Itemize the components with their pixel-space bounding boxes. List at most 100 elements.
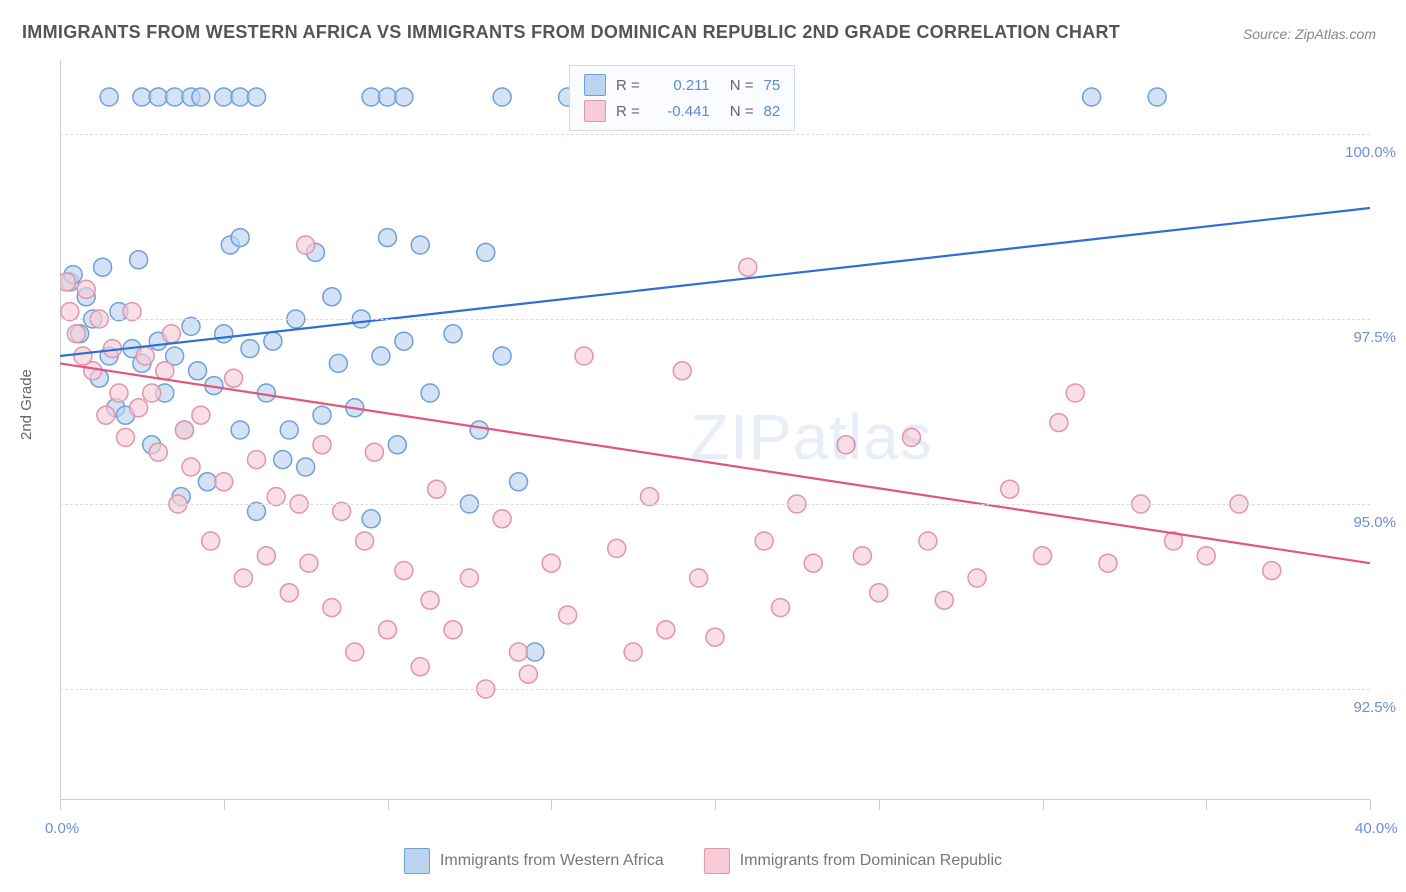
scatter-point: [1083, 88, 1101, 106]
scatter-point: [225, 369, 243, 387]
scatter-point: [117, 428, 135, 446]
y-axis-label: 2nd Grade: [18, 369, 35, 440]
scatter-point: [1148, 88, 1166, 106]
legend-n-label: N =: [730, 77, 754, 94]
scatter-point: [143, 384, 161, 402]
scatter-point: [470, 421, 488, 439]
x-tick: [224, 800, 225, 810]
scatter-point: [313, 406, 331, 424]
scatter-point: [280, 421, 298, 439]
y-tick-label: 97.5%: [1353, 329, 1396, 346]
scatter-point: [323, 599, 341, 617]
scatter-point: [130, 251, 148, 269]
legend-top-row: R =-0.441N =82: [584, 98, 780, 124]
scatter-point: [444, 621, 462, 639]
scatter-point: [100, 88, 118, 106]
scatter-point: [379, 621, 397, 639]
scatter-point: [853, 547, 871, 565]
x-tick: [1043, 800, 1044, 810]
scatter-point: [1066, 384, 1084, 402]
scatter-point: [329, 354, 347, 372]
x-tick: [388, 800, 389, 810]
scatter-point: [156, 362, 174, 380]
scatter-point: [1034, 547, 1052, 565]
scatter-point: [362, 88, 380, 106]
legend-top: R = 0.211 N = 75 R =-0.441N =82: [569, 65, 795, 131]
scatter-point: [136, 347, 154, 365]
scatter-point: [231, 229, 249, 247]
scatter-point: [1099, 554, 1117, 572]
scatter-point: [1263, 562, 1281, 580]
scatter-point: [1050, 414, 1068, 432]
legend-r-label: R =: [616, 77, 640, 94]
x-tick-label: 40.0%: [1355, 820, 1398, 837]
scatter-point: [166, 88, 184, 106]
scatter-point: [123, 303, 141, 321]
scatter-point: [935, 591, 953, 609]
scatter-point: [903, 428, 921, 446]
scatter-point: [149, 88, 167, 106]
legend-r-value: -0.441: [650, 103, 710, 120]
scatter-point: [182, 317, 200, 335]
scatter-point: [1197, 547, 1215, 565]
scatter-point: [248, 502, 266, 520]
x-tick: [879, 800, 880, 810]
scatter-point: [356, 532, 374, 550]
gridline-h: [60, 689, 1370, 690]
scatter-point: [755, 532, 773, 550]
scatter-point: [493, 88, 511, 106]
scatter-point: [1001, 480, 1019, 498]
scatter-point: [559, 606, 577, 624]
scatter-point: [444, 325, 462, 343]
scatter-point: [493, 510, 511, 528]
scatter-point: [297, 458, 315, 476]
scatter-point: [175, 421, 193, 439]
scatter-point: [189, 362, 207, 380]
scatter-point: [526, 643, 544, 661]
scatter-point: [192, 88, 210, 106]
scatter-point: [690, 569, 708, 587]
scatter-point: [248, 88, 266, 106]
scatter-point: [231, 421, 249, 439]
scatter-point: [608, 539, 626, 557]
scatter-point: [641, 488, 659, 506]
scatter-point: [274, 451, 292, 469]
scatter-point: [61, 303, 79, 321]
scatter-point: [519, 665, 537, 683]
legend-n-value: 82: [764, 103, 781, 120]
scatter-point: [300, 554, 318, 572]
scatter-point: [772, 599, 790, 617]
legend-swatch: [584, 74, 606, 96]
scatter-point: [198, 473, 216, 491]
scatter-point: [248, 451, 266, 469]
scatter-point: [267, 488, 285, 506]
scatter-point: [510, 643, 528, 661]
scatter-point: [264, 332, 282, 350]
scatter-point: [421, 384, 439, 402]
scatter-point: [804, 554, 822, 572]
legend-n-value: 75: [764, 77, 781, 94]
legend-r-value: 0.211: [650, 77, 710, 94]
x-tick-label: 0.0%: [45, 820, 79, 837]
source-label: Source: ZipAtlas.com: [1243, 26, 1376, 42]
scatter-point: [379, 88, 397, 106]
scatter-point: [130, 399, 148, 417]
scatter-point: [706, 628, 724, 646]
scatter-point: [411, 658, 429, 676]
x-tick: [60, 800, 61, 810]
scatter-point: [202, 532, 220, 550]
scatter-point: [968, 569, 986, 587]
scatter-point: [60, 273, 76, 291]
scatter-point: [421, 591, 439, 609]
scatter-point: [231, 88, 249, 106]
x-tick: [1370, 800, 1371, 810]
scatter-point: [428, 480, 446, 498]
scatter-point: [84, 362, 102, 380]
scatter-point: [477, 243, 495, 261]
legend-top-row: R = 0.211 N = 75: [584, 72, 780, 98]
scatter-point: [215, 325, 233, 343]
legend-bottom: Immigrants from Western AfricaImmigrants…: [404, 848, 1002, 874]
gridline-h: [60, 134, 1370, 135]
scatter-point: [280, 584, 298, 602]
scatter-point: [624, 643, 642, 661]
